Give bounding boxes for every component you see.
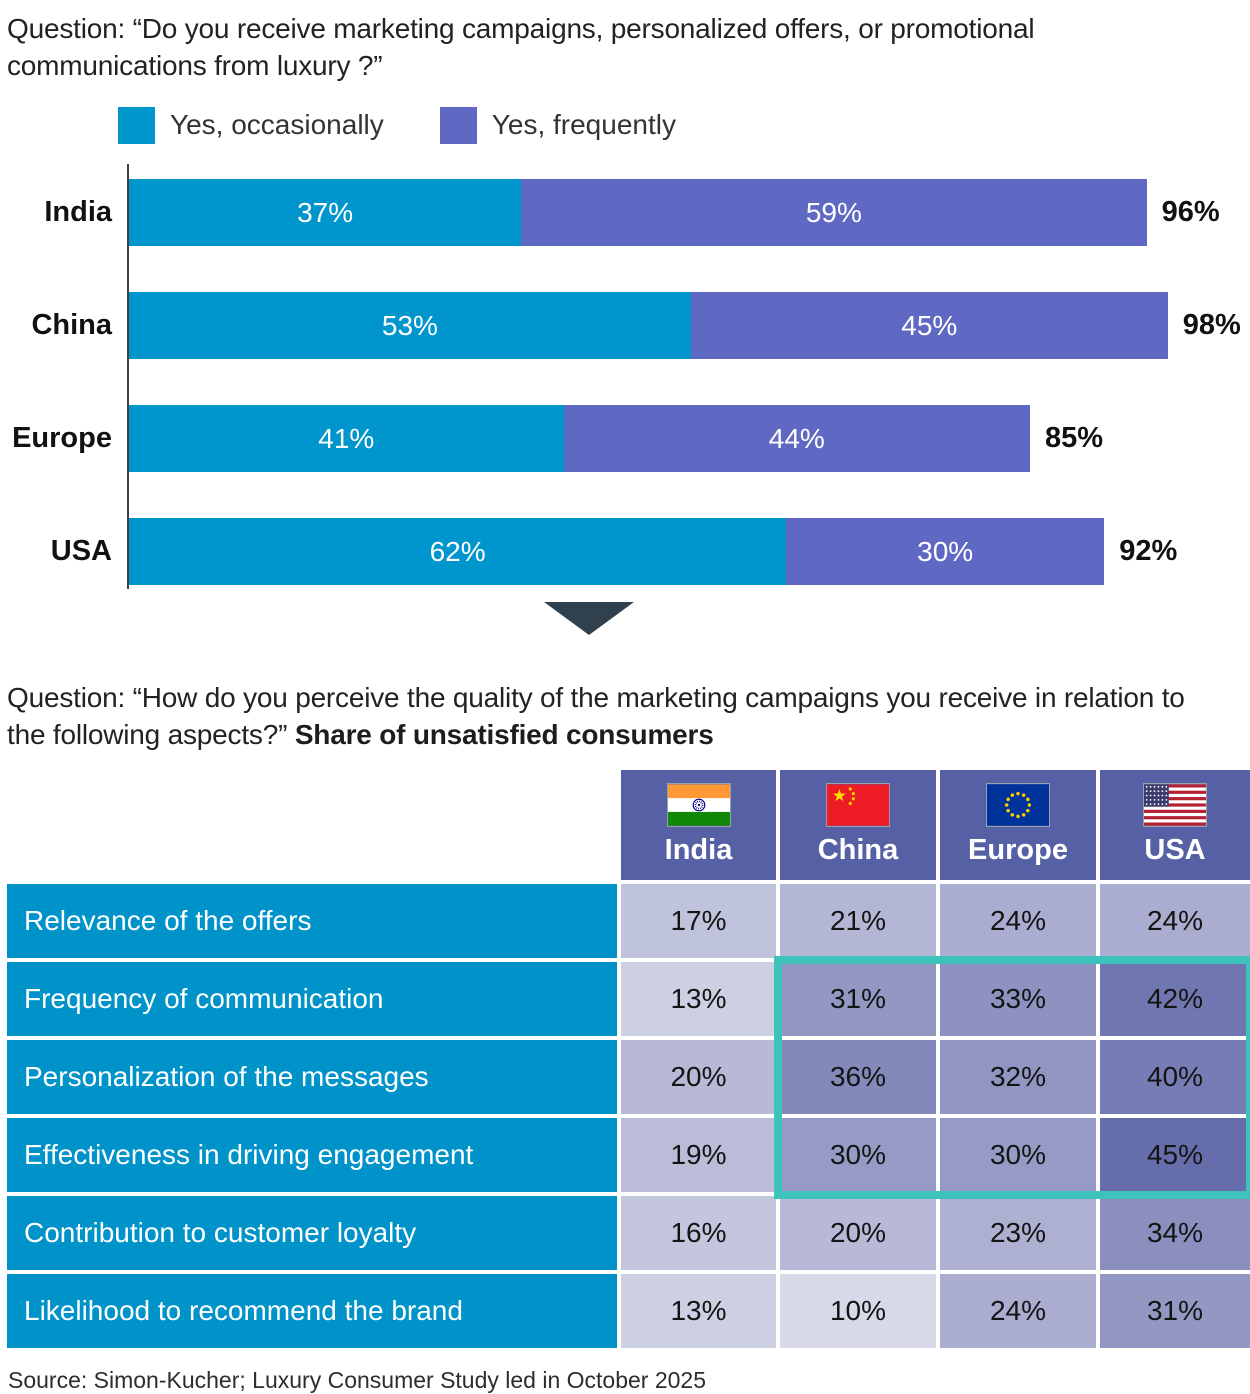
question-2-emphasis: Share of unsatisfied consumers — [294, 719, 714, 750]
bar-total-label: 98% — [1182, 309, 1241, 341]
legend-swatch — [439, 106, 477, 144]
down-arrow-icon — [544, 602, 634, 635]
bar-segments: 41% 44% — [129, 405, 1030, 472]
bar-segments: 53% 45% — [129, 292, 1168, 359]
question-1: Question: “Do you receive marketing camp… — [7, 13, 1035, 81]
table-header-cell-europe: Europe — [940, 770, 1096, 880]
table-header-cell-china: China — [780, 770, 936, 880]
bar-chart-legend: Yes, occasionally Yes, frequently — [118, 105, 1250, 145]
value-cell: 33% — [940, 962, 1096, 1036]
value-cell: 42% — [1100, 962, 1250, 1036]
legend-item: Yes, occasionally — [118, 106, 384, 144]
row-label: Relevance of the offers — [7, 884, 617, 958]
india-flag-icon — [666, 783, 731, 827]
value-cell: 20% — [621, 1040, 776, 1114]
bar-category-label: USA — [50, 535, 112, 567]
bar-category-label: Europe — [12, 422, 112, 454]
bar-segments: 37% 59% — [129, 179, 1147, 246]
satisfaction-table: India China Europe USA Relevance of the offe… — [7, 770, 1250, 1348]
bar-chart: India 37% 59% 96% China 53% 45% 98% Europe 41% 44%… — [7, 164, 1250, 589]
value-cell: 13% — [621, 1274, 776, 1348]
value-cell: 32% — [940, 1040, 1096, 1114]
value-cell: 36% — [780, 1040, 936, 1114]
bar-segments: 62% 30% — [129, 518, 1105, 585]
bar-total-label: 96% — [1161, 196, 1220, 228]
bar-row: USA 62% 30% 92% — [7, 518, 1250, 585]
value-cell: 10% — [780, 1274, 936, 1348]
table-header-cell-usa: USA — [1100, 770, 1250, 880]
bar-segment-occasionally: 53% — [129, 292, 691, 359]
table-header-label: India — [664, 834, 733, 866]
value-cell: 23% — [940, 1196, 1096, 1270]
row-label: Personalization of the messages — [7, 1040, 617, 1114]
china-flag-icon — [826, 783, 890, 827]
value-cell: 21% — [780, 884, 936, 958]
value-cell: 24% — [1100, 884, 1250, 958]
usa-flag-icon — [1143, 783, 1207, 827]
bar-total-label: 85% — [1044, 422, 1104, 454]
value-cell: 13% — [621, 962, 776, 1036]
table-header-label: USA — [1144, 834, 1206, 866]
bar-category-label: China — [31, 309, 112, 341]
value-cell: 31% — [780, 962, 936, 1036]
row-label: Contribution to customer loyalty — [7, 1196, 617, 1270]
bar-segment-occasionally: 37% — [129, 179, 522, 246]
bar-row: India 37% 59% 96% — [7, 179, 1250, 246]
legend-label: Yes, occasionally — [170, 109, 384, 140]
row-label: Effectiveness in driving engagement — [7, 1118, 617, 1192]
bar-segment-frequently: 30% — [786, 518, 1105, 585]
bar-category-label: India — [44, 196, 112, 228]
value-cell: 45% — [1100, 1118, 1250, 1192]
value-cell: 30% — [940, 1118, 1096, 1192]
value-cell: 19% — [621, 1118, 776, 1192]
table-header-label: Europe — [968, 834, 1068, 866]
value-cell: 30% — [780, 1118, 936, 1192]
table-corner — [7, 770, 617, 880]
table-header-cell-india: India — [621, 770, 776, 880]
legend-item: Yes, frequently — [439, 106, 676, 144]
bar-segment-occasionally: 41% — [129, 405, 564, 472]
source-note: Source: Simon-Kucher; Luxury Consumer St… — [8, 1367, 707, 1393]
bar-segment-occasionally: 62% — [129, 518, 787, 585]
row-label: Likelihood to recommend the brand — [7, 1274, 617, 1348]
value-cell: 40% — [1100, 1040, 1250, 1114]
value-cell: 20% — [780, 1196, 936, 1270]
bar-row: Europe 41% 44% 85% — [7, 405, 1250, 472]
bar-segment-frequently: 45% — [690, 292, 1168, 359]
value-cell: 24% — [940, 884, 1096, 958]
table-header-label: China — [817, 834, 899, 866]
europe-flag-icon — [986, 783, 1050, 827]
legend-swatch — [118, 106, 155, 144]
value-cell: 17% — [621, 884, 776, 958]
value-cell: 34% — [1100, 1196, 1250, 1270]
bar-segment-frequently: 44% — [563, 405, 1030, 472]
question-2-text: Question: “How do you perceive the quali… — [7, 682, 1185, 750]
value-cell: 24% — [940, 1274, 1096, 1348]
row-label: Frequency of communication — [7, 962, 617, 1036]
legend-label: Yes, frequently — [491, 109, 676, 140]
bar-segment-frequently: 59% — [521, 179, 1147, 246]
bar-total-label: 92% — [1119, 535, 1178, 567]
y-axis-line — [127, 164, 129, 589]
value-cell: 16% — [621, 1196, 776, 1270]
bar-row: China 53% 45% 98% — [7, 292, 1250, 359]
value-cell: 31% — [1100, 1274, 1250, 1348]
question-2: Question: “How do you perceive the quali… — [7, 679, 1202, 753]
bar-rows: India 37% 59% 96% China 53% 45% 98% Europe 41% 44%… — [7, 179, 1250, 585]
